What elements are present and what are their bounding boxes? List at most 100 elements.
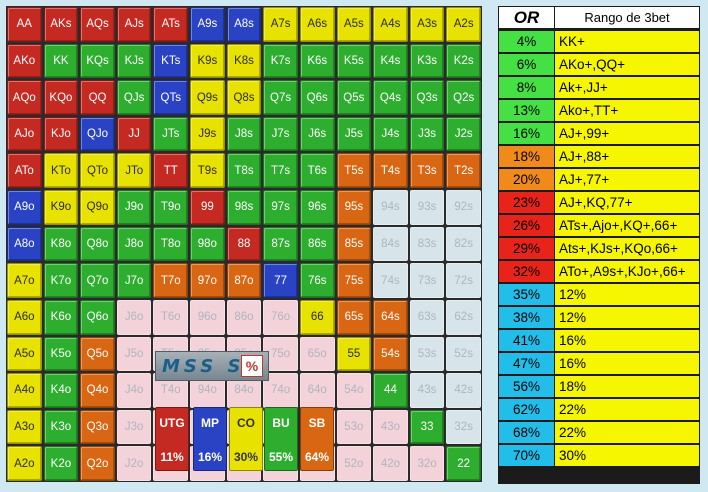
hand-cell: J3s — [409, 116, 445, 152]
legend-table: OR Rango de 3bet 4% KK+ 6% AKo+,QQ+ 8% Ak+,JJ… — [498, 6, 700, 484]
legend-range-value: 12% — [555, 284, 699, 305]
hand-cell: 53o — [336, 409, 372, 445]
legend-or-value: 8% — [499, 77, 554, 98]
hand-cell: T2s — [446, 153, 481, 189]
legend-or-value: 35% — [499, 284, 554, 305]
hand-cell: 83s — [409, 226, 445, 262]
legend-or-value: 13% — [499, 100, 554, 121]
hand-cell: 95s — [336, 190, 372, 225]
hand-cell: K3s — [409, 43, 445, 79]
hand-cell: 54s — [373, 336, 408, 372]
legend-row: 18% AJ+,88+ — [498, 145, 700, 167]
hand-cell: T9s — [190, 153, 225, 189]
position-box-sb: SB 64% — [300, 407, 334, 471]
legend-header-row: OR Rango de 3bet — [498, 6, 700, 28]
hand-cell: 55 — [336, 336, 372, 372]
position-percent: 16% — [197, 450, 223, 464]
hand-cell: T8s — [226, 153, 262, 189]
hand-cell: 33 — [409, 409, 445, 445]
legend-or-value: 70% — [499, 445, 554, 466]
hand-cell: A3s — [409, 7, 445, 42]
position-percent: 55% — [268, 450, 294, 464]
hand-cell: T7s — [263, 153, 298, 189]
hand-cell: 65o — [299, 336, 335, 372]
hand-cell: QTo — [80, 153, 115, 189]
hand-cell: Q5s — [336, 80, 372, 115]
hand-cell: 64o — [299, 373, 335, 408]
legend-or-value: 62% — [499, 399, 554, 420]
hand-cell: K9s — [190, 43, 225, 79]
hand-cell: KTs — [153, 43, 189, 79]
hand-cell: K8s — [226, 43, 262, 79]
legend-header-range: Rango de 3bet — [555, 7, 699, 28]
hand-cell: JTo — [116, 153, 152, 189]
legend-or-value: 23% — [499, 192, 554, 213]
legend-row: 41% 16% — [498, 329, 700, 351]
position-name: SB — [308, 416, 326, 430]
legend-row: 26% ATs+,Ajo+,KQ+,66+ — [498, 214, 700, 236]
hand-cell: T7o — [153, 263, 189, 298]
legend-row: 70% 30% — [498, 444, 700, 466]
legend-range-value: AKo+,QQ+ — [555, 54, 699, 75]
hand-cell: Q9s — [190, 80, 225, 115]
legend-range-value: 12% — [555, 307, 699, 328]
hand-cell: T9o — [153, 190, 189, 225]
hand-cell: Q7o — [80, 263, 115, 298]
hand-cell: 99 — [190, 190, 225, 225]
legend-range-value: Ats+,KJs+,KQo,66+ — [555, 238, 699, 259]
legend-range-value: 16% — [555, 330, 699, 351]
hand-cell: 64s — [373, 299, 408, 335]
position-name: MP — [201, 416, 219, 430]
hand-cell: A6o — [7, 299, 42, 335]
legend-row: 20% AJ+,77+ — [498, 168, 700, 190]
legend-row: 68% 22% — [498, 421, 700, 443]
hand-cell: A4s — [373, 7, 408, 42]
hand-cell: J6o — [116, 299, 152, 335]
legend-or-value: 56% — [499, 376, 554, 397]
position-percent: 64% — [304, 450, 330, 464]
hand-cell: A7s — [263, 7, 298, 42]
hand-cell: K4o — [43, 373, 79, 408]
hand-cell: T8o — [153, 226, 189, 262]
hand-cell: TT — [153, 153, 189, 189]
position-box-mp: MP 16% — [193, 407, 227, 471]
legend-or-value: 38% — [499, 307, 554, 328]
hand-cell: 65s — [336, 299, 372, 335]
hand-cell: J4s — [373, 116, 408, 152]
hand-cell: A2o — [7, 446, 42, 481]
legend-header-or: OR — [499, 7, 554, 28]
legend-or-value: 26% — [499, 215, 554, 236]
hand-cell: 86s — [299, 226, 335, 262]
hand-cell: Q6o — [80, 299, 115, 335]
hand-cell: J5o — [116, 336, 152, 372]
hand-cell: A5s — [336, 7, 372, 42]
hand-cell: AKs — [43, 7, 79, 42]
position-name: BU — [272, 416, 290, 430]
hand-cell: 94s — [373, 190, 408, 225]
legend-row: 16% AJ+,99+ — [498, 122, 700, 144]
hand-cell: QJs — [116, 80, 152, 115]
legend-or-value: 29% — [499, 238, 554, 259]
hand-cell: 97s — [263, 190, 298, 225]
hand-cell: K6s — [299, 43, 335, 79]
hand-cell: KJs — [116, 43, 152, 79]
hand-cell: 84s — [373, 226, 408, 262]
legend-range-value: AJ+,77+ — [555, 169, 699, 190]
legend-range-value: AJ+,99+ — [555, 123, 699, 144]
legend-range-value: ATs+,Ajo+,KQ+,66+ — [555, 215, 699, 236]
legend-or-value: 47% — [499, 353, 554, 374]
position-percent: 30% — [233, 450, 259, 464]
hand-cell: 72s — [446, 263, 481, 298]
legend-or-value: 32% — [499, 261, 554, 282]
hand-cell: A9o — [7, 190, 42, 225]
legend-range-value: KK+ — [555, 31, 699, 52]
hand-cell: 32o — [409, 446, 445, 481]
hand-cell: 92s — [446, 190, 481, 225]
position-box-co: CO 30% — [229, 407, 263, 471]
position-percent: 11% — [160, 450, 184, 464]
hand-cell: 74s — [373, 263, 408, 298]
hand-cell: T6s — [299, 153, 335, 189]
legend-row: 35% 12% — [498, 283, 700, 305]
legend-row: 29% Ats+,KJs+,KQo,66+ — [498, 237, 700, 259]
hand-cell: 63s — [409, 299, 445, 335]
